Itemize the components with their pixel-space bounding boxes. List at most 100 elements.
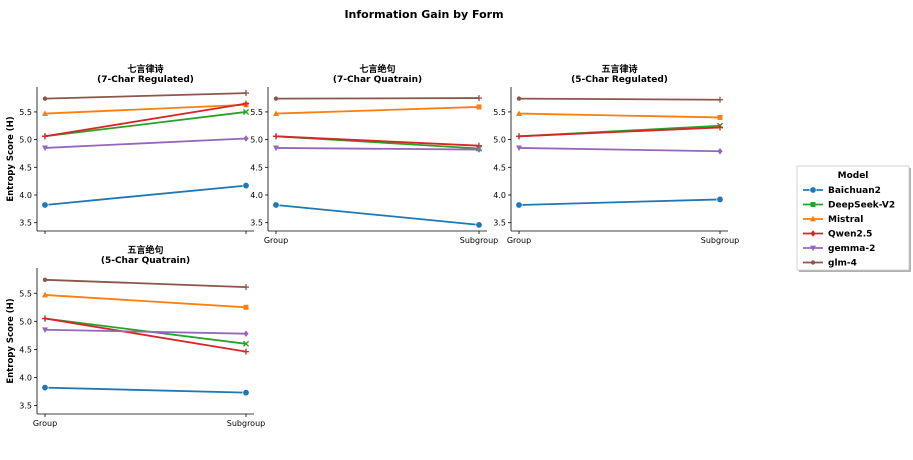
y-tick-label: 5.5 (19, 108, 32, 117)
series-line (275, 147, 480, 151)
legend-frame (796, 165, 910, 271)
y-axis-label: Entropy Score (H) (6, 298, 16, 383)
series-qwen2-5 (273, 133, 482, 149)
y-tick-label: 5.5 (250, 108, 263, 117)
series-glm-4 (273, 95, 482, 102)
subplot-title: 五言绝句 (127, 244, 163, 256)
legend-item-baichuan2: Baichuan2 (803, 186, 881, 196)
y-tick-label: 4.0 (19, 191, 32, 200)
y-tick-label: 3.5 (19, 219, 32, 228)
data-point (42, 96, 48, 101)
series-line (44, 111, 247, 138)
series-line (275, 106, 480, 115)
data-point (717, 96, 723, 103)
data-point (41, 201, 49, 209)
legend-marker (810, 230, 816, 237)
series-glm-4 (42, 277, 249, 291)
data-point (516, 110, 522, 116)
data-point (476, 104, 482, 110)
y-tick-label: 5.0 (19, 317, 32, 326)
legend-marker (810, 215, 816, 222)
data-point (42, 133, 48, 140)
data-point (243, 304, 249, 310)
data-point (42, 327, 48, 333)
y-tick-label: 5.0 (250, 136, 263, 145)
figure-title: Information Gain by Form (344, 8, 503, 21)
series-baichuan2 (272, 201, 483, 229)
series-mistral (273, 104, 482, 116)
data-point (42, 315, 48, 322)
series-line (44, 294, 247, 309)
series-line (275, 97, 480, 100)
data-point (515, 201, 523, 209)
legend-item-glm-4: glm-4 (803, 259, 857, 269)
series-line (44, 103, 247, 115)
series-line (44, 184, 247, 206)
x-tick-label: Group (264, 236, 288, 245)
y-tick-label: 3.5 (250, 219, 263, 228)
subplot-subtitle: (7-Char Regulated) (97, 75, 194, 85)
series-line (44, 386, 247, 394)
data-point (242, 340, 250, 347)
y-tick-label: 4.5 (19, 345, 32, 354)
y-tick-label: 4.5 (493, 163, 506, 172)
subplot-4: 五言绝句(5-Char Quatrain) 3.5 4.0 4.5 5.0 5.5 Grou… (6, 244, 265, 428)
legend-item-qwen2-5: Qwen2.5 (803, 230, 872, 240)
legend-label: gemma-2 (828, 244, 875, 254)
y-axis-label: Entropy Score (H) (6, 116, 16, 201)
legend-marker (810, 202, 816, 207)
data-point (42, 277, 48, 282)
legend-marker (810, 245, 816, 252)
legend-label: Mistral (828, 215, 863, 225)
x-tick-label: Group (507, 236, 531, 245)
series-line (44, 278, 247, 288)
series-gemma-2 (516, 145, 723, 155)
y-tick-label: 4.0 (493, 191, 506, 200)
legend: Model Baichuan2 DeepSeek-V2 Mistral Qwen2.5 g… (796, 165, 911, 272)
y-tick-label: 5.0 (493, 136, 506, 145)
series-baichuan2 (41, 182, 250, 209)
data-point (272, 201, 280, 209)
data-point (516, 133, 522, 140)
x-tick-label: Group (33, 419, 57, 428)
data-point (476, 146, 482, 153)
data-point (243, 348, 249, 355)
data-point (516, 96, 522, 101)
y-tick-label: 5.0 (19, 136, 32, 145)
data-point (476, 95, 482, 102)
series-qwen2-5 (516, 124, 723, 140)
legend-item-gemma-2: gemma-2 (803, 244, 875, 254)
subplot-2: 七言绝句(7-Char Quatrain) 3.5 4.0 4.5 5.0 5.5 Grou… (250, 63, 498, 245)
legend-marker (809, 186, 817, 194)
series-line (275, 135, 480, 147)
legend-marker (810, 260, 816, 265)
data-point (42, 145, 48, 152)
subplot-1: 七言律诗(7-Char Regulated) 3.5 4.0 4.5 5.0 5.5Ent… (6, 63, 254, 234)
series-qwen2-5 (42, 100, 249, 140)
series-glm-4 (516, 96, 723, 103)
data-point (42, 291, 48, 298)
data-point (243, 135, 249, 142)
subplot-title: 七言绝句 (359, 63, 395, 75)
series-line (518, 147, 721, 153)
y-tick-label: 3.5 (19, 402, 32, 411)
data-point (516, 145, 522, 152)
series-line (44, 102, 247, 138)
y-tick-label: 4.5 (19, 163, 32, 172)
series-deepseek-v2 (42, 108, 250, 140)
subplot-subtitle: (7-Char Quatrain) (333, 75, 422, 85)
series-gemma-2 (42, 135, 249, 152)
series-mistral (516, 110, 723, 120)
subplot-3: 五言律诗(5-Char Regulated) 3.5 4.0 4.5 5.0 5.5 Gro… (493, 63, 739, 245)
subplot-subtitle: (5-Char Quatrain) (101, 256, 190, 266)
legend-title: Model (838, 171, 869, 181)
y-tick-label: 5.5 (19, 289, 32, 298)
data-point (243, 100, 249, 107)
series-line (518, 97, 721, 101)
y-tick-label: 4.0 (250, 191, 263, 200)
data-point (717, 148, 723, 155)
y-tick-label: 4.5 (250, 163, 263, 172)
series-qwen2-5 (42, 315, 249, 355)
data-point (242, 389, 250, 397)
data-point (242, 182, 250, 190)
